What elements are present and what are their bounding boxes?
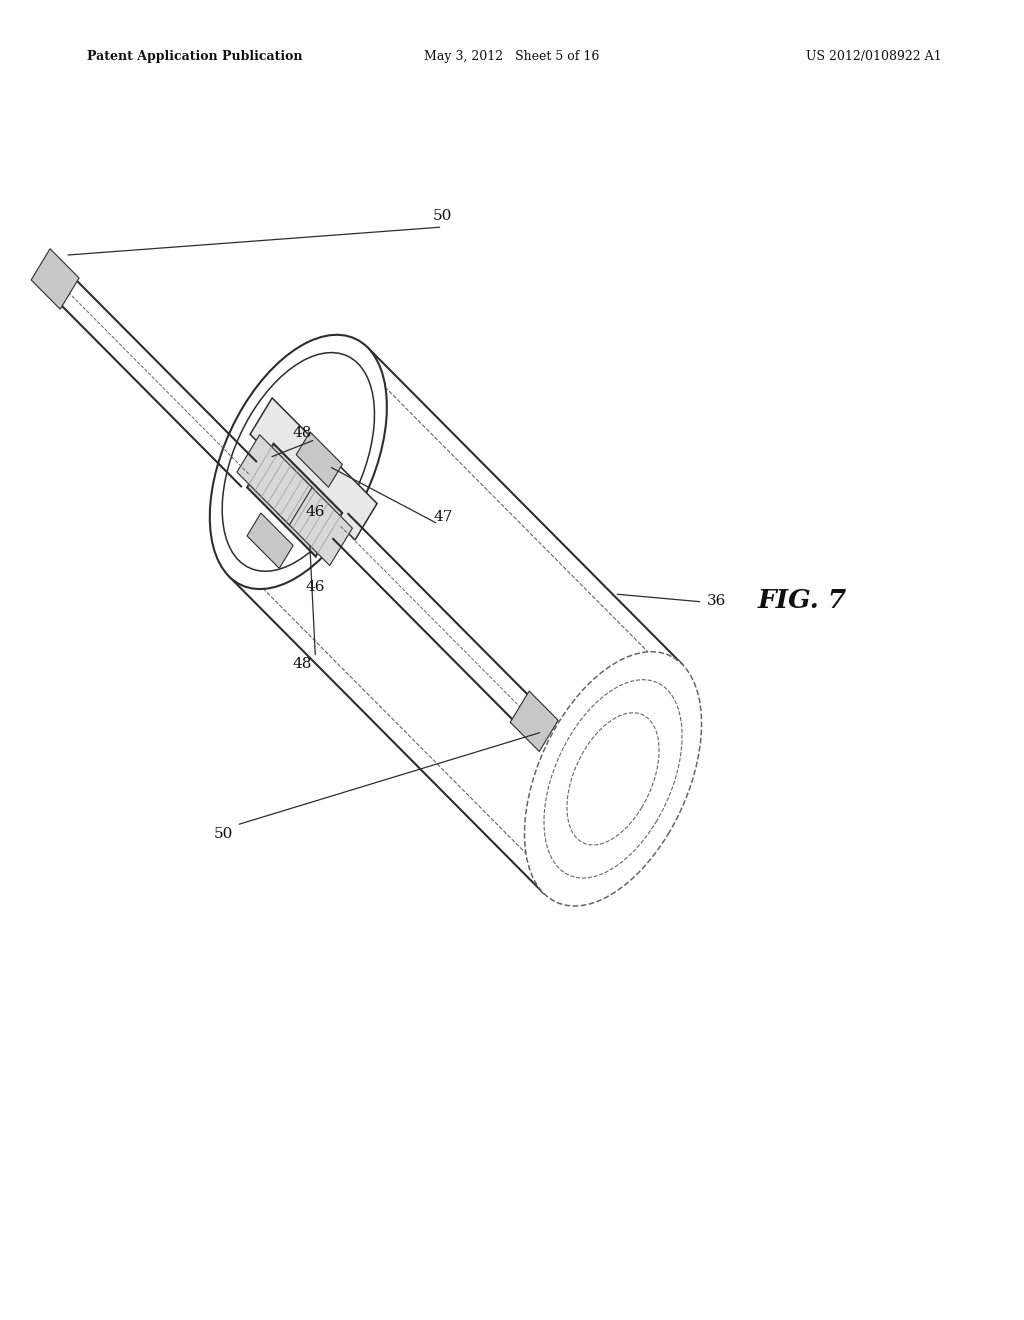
Polygon shape <box>510 692 558 751</box>
Polygon shape <box>296 432 342 487</box>
Text: 36: 36 <box>708 594 726 607</box>
Polygon shape <box>250 397 377 540</box>
Text: 50: 50 <box>214 828 232 841</box>
Text: May 3, 2012   Sheet 5 of 16: May 3, 2012 Sheet 5 of 16 <box>424 50 600 63</box>
Ellipse shape <box>524 652 701 906</box>
Polygon shape <box>31 248 79 309</box>
Text: Patent Application Publication: Patent Application Publication <box>87 50 302 63</box>
Polygon shape <box>247 444 342 557</box>
Text: US 2012/0108922 A1: US 2012/0108922 A1 <box>807 50 942 63</box>
Polygon shape <box>278 475 352 565</box>
Text: 46: 46 <box>305 506 326 519</box>
Text: 46: 46 <box>305 581 326 594</box>
Polygon shape <box>247 513 293 569</box>
Text: FIG. 7: FIG. 7 <box>758 589 847 612</box>
Text: 50: 50 <box>433 210 452 223</box>
Text: 47: 47 <box>434 511 453 524</box>
Text: 48: 48 <box>293 657 311 671</box>
Polygon shape <box>237 434 312 525</box>
Ellipse shape <box>210 335 387 589</box>
Text: 48: 48 <box>293 426 311 440</box>
